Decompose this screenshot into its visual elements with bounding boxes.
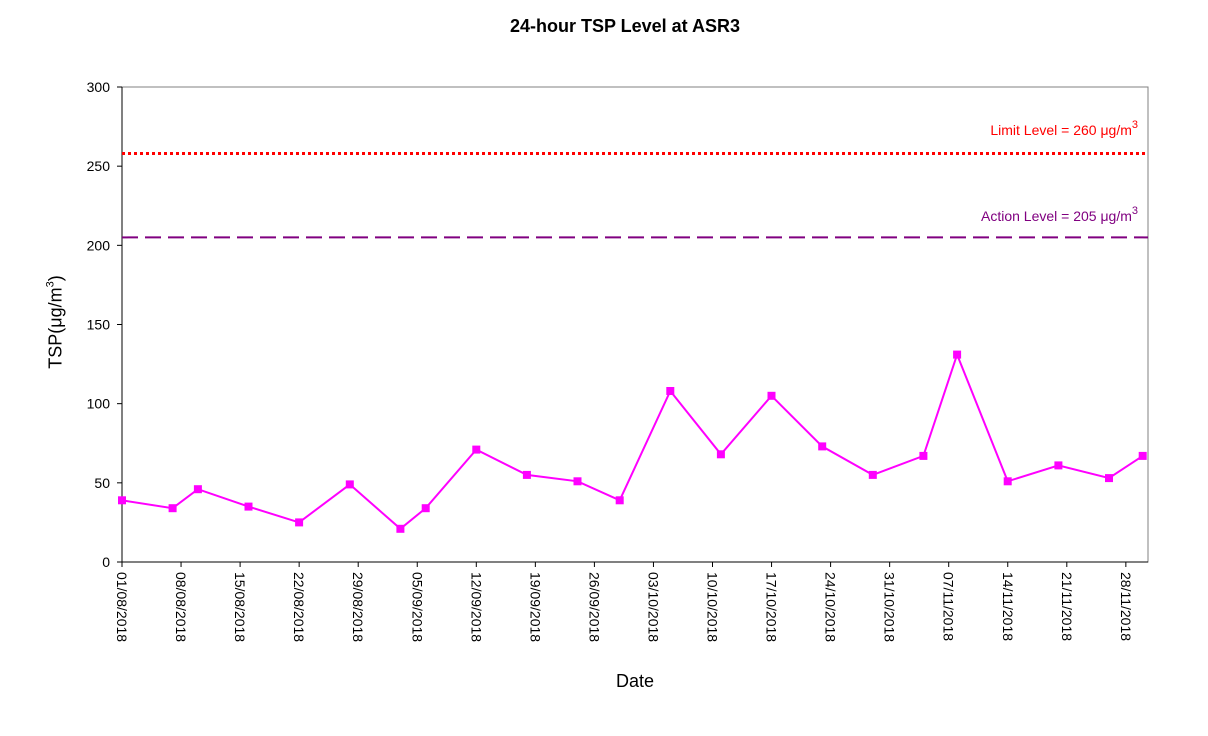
data-point	[168, 504, 177, 513]
limit-level-label-sup: 3	[1131, 119, 1138, 132]
x-tick-label: 15/08/2018	[232, 572, 248, 642]
plot-frame	[121, 86, 1149, 563]
data-point	[868, 470, 877, 479]
x-tick-label: 21/11/2018	[1059, 572, 1075, 641]
x-tick-label: 19/09/2018	[527, 572, 543, 642]
x-axis-label: Date	[615, 671, 655, 691]
data-point	[1003, 477, 1012, 486]
y-tick-label: 100	[87, 396, 111, 412]
data-point	[615, 496, 624, 505]
x-tick-label: 08/08/2018	[173, 572, 189, 642]
x-tick-label: 31/10/2018	[882, 572, 898, 642]
x-tick-label: 01/08/2018	[114, 572, 130, 642]
data-point	[953, 350, 962, 359]
x-tick-label: 29/08/2018	[350, 572, 366, 642]
x-tick-label: 10/10/2018	[705, 572, 721, 642]
data-point	[472, 445, 481, 454]
x-tick-label: 26/09/2018	[586, 572, 602, 642]
data-point	[244, 502, 253, 511]
limit-level-label: Limit Level = 260 μg/m3	[990, 119, 1138, 138]
x-tick-label: 14/11/2018	[1000, 572, 1016, 641]
x-tick-label: 28/11/2018	[1118, 572, 1134, 641]
data-point	[522, 470, 531, 479]
action-level-label-text: Action Level = 205	[980, 208, 1101, 224]
x-tick-label: 05/09/2018	[409, 572, 425, 642]
limit-level-label-text: Limit Level = 260	[990, 122, 1101, 138]
data-point	[396, 524, 405, 533]
data-point	[421, 504, 430, 513]
data-point	[295, 518, 304, 527]
data-point	[345, 480, 354, 489]
y-tick-label: 0	[102, 554, 110, 570]
data-point	[919, 451, 928, 460]
action-level-label-sup: 3	[1131, 205, 1138, 218]
x-tick-label: 24/10/2018	[823, 572, 839, 642]
chart-title: 24-hour TSP Level at ASR3	[509, 16, 741, 36]
data-point	[666, 387, 675, 395]
y-tick-label: 150	[87, 317, 111, 333]
y-tick-label: 300	[87, 79, 111, 95]
data-point	[193, 485, 202, 494]
data-point	[767, 391, 776, 400]
data-point	[716, 450, 725, 459]
x-tick-label: 22/08/2018	[291, 572, 307, 642]
x-tick-label: 17/10/2018	[764, 572, 780, 642]
data-point	[573, 477, 582, 486]
x-tick-label: 12/09/2018	[468, 572, 484, 642]
x-tick-label: 03/10/2018	[645, 572, 661, 642]
data-point	[1054, 461, 1063, 470]
data-point	[118, 496, 126, 505]
x-tick-label: 07/11/2018	[941, 572, 957, 641]
y-tick-label: 50	[94, 475, 110, 491]
y-tick-label: 200	[87, 237, 111, 253]
series-line	[121, 351, 1144, 531]
y-tick-label: 250	[87, 158, 111, 174]
action-level-label-unit: μg/m	[1100, 208, 1132, 224]
data-point	[818, 442, 827, 451]
data-point	[1105, 474, 1113, 483]
limit-level-label-unit: μg/m	[1100, 122, 1132, 138]
action-level-label: Action Level = 205 μg/m3	[980, 205, 1138, 224]
data-point	[1138, 451, 1147, 460]
